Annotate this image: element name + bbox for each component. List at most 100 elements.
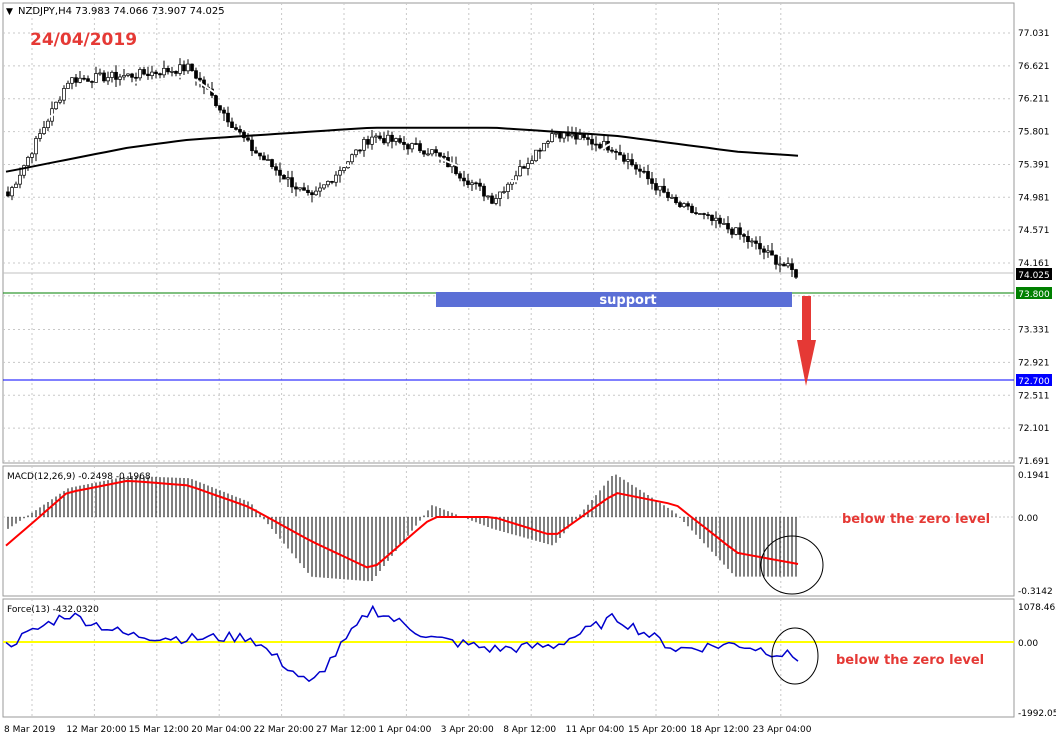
candle-body xyxy=(678,202,682,207)
candle-body xyxy=(774,254,778,265)
candle-body xyxy=(474,182,478,185)
candle-body xyxy=(626,159,630,162)
candle-body xyxy=(586,137,590,140)
candle-body xyxy=(226,112,230,123)
time-tick-label: 15 Mar 12:00 xyxy=(129,725,189,735)
candle-body xyxy=(366,139,370,145)
price-tick-label: 71.691 xyxy=(1018,457,1050,467)
candle-body xyxy=(94,73,98,83)
force-title: Force(13) -432.0320 xyxy=(7,605,99,615)
price-tick-label: 72.101 xyxy=(1018,424,1050,434)
time-tick-label: 8 Apr 12:00 xyxy=(503,725,556,735)
candle-body xyxy=(262,155,266,161)
symbol-info: NZDJPY,H4 73.983 74.066 73.907 74.025 xyxy=(18,6,225,17)
candle-body xyxy=(18,174,22,185)
candle-body xyxy=(466,180,470,185)
candle-body xyxy=(742,234,746,237)
price-tick-label: 74.571 xyxy=(1018,226,1050,236)
candle-body xyxy=(46,120,50,128)
candle-body xyxy=(506,183,510,192)
time-axis: 8 Mar 2019 12 Mar 20:00 15 Mar 12:00 20 Mar… xyxy=(4,725,812,735)
candle-body xyxy=(530,160,534,164)
candle-body xyxy=(98,72,102,75)
candle-body xyxy=(242,131,246,139)
candle-body xyxy=(686,203,690,207)
candle-body xyxy=(458,173,462,179)
candle-body xyxy=(534,149,538,162)
candle-body xyxy=(522,166,526,169)
candle-body xyxy=(706,214,710,216)
time-tick-label: 15 Apr 20:00 xyxy=(628,725,687,735)
candle-body xyxy=(478,182,482,187)
price-tick-label: 75.391 xyxy=(1018,160,1050,170)
candle-body xyxy=(234,127,238,130)
candle-body xyxy=(190,63,194,72)
candle-body xyxy=(278,169,282,176)
candle-body xyxy=(386,134,390,144)
candle-body xyxy=(722,223,726,225)
candle-body xyxy=(330,181,334,183)
price-tick-label: 73.331 xyxy=(1018,326,1050,336)
candle-body xyxy=(490,195,494,204)
candle-body xyxy=(154,71,158,75)
candle-body xyxy=(598,143,602,149)
candle-body xyxy=(410,143,414,150)
candle-body xyxy=(494,198,498,204)
candle-body xyxy=(354,149,358,156)
time-tick-label: 8 Mar 2019 xyxy=(4,725,56,735)
candle-body xyxy=(374,135,378,138)
candle-body xyxy=(382,138,386,144)
dropdown-icon[interactable]: ▼ xyxy=(6,7,13,17)
candle-body xyxy=(614,150,618,153)
candle-body xyxy=(26,157,30,167)
current-price-label: 74.025 xyxy=(1018,271,1050,281)
time-tick-label: 27 Mar 12:00 xyxy=(316,725,376,735)
force-panel[interactable] xyxy=(2,598,1015,718)
candle-body xyxy=(286,177,290,180)
candle-body xyxy=(574,133,578,140)
time-tick-label: 23 Apr 04:00 xyxy=(753,725,812,735)
candle-body xyxy=(230,121,234,128)
candle-body xyxy=(342,167,346,171)
candle-body xyxy=(558,132,562,139)
candle-body xyxy=(254,150,258,154)
candle-body xyxy=(58,99,62,103)
candle-body xyxy=(158,73,162,76)
candle-body xyxy=(174,70,178,74)
candle-body xyxy=(590,139,594,145)
candle-body xyxy=(622,154,626,162)
candle-body xyxy=(778,263,782,266)
force-tick-zero: 0.00 xyxy=(1018,639,1038,649)
candle-body xyxy=(470,182,474,185)
target-price-label: 72.700 xyxy=(1018,377,1050,387)
candle-body xyxy=(394,138,398,142)
price-panel[interactable] xyxy=(2,2,1015,464)
candle-body xyxy=(290,177,294,188)
date-label: 24/04/2019 xyxy=(30,30,137,50)
candle-body xyxy=(610,149,614,152)
candle-body xyxy=(442,155,446,158)
candle-body xyxy=(218,105,222,111)
time-tick-label: 22 Mar 20:00 xyxy=(254,725,314,735)
candle-body xyxy=(734,227,738,235)
candle-body xyxy=(74,77,78,83)
candle-body xyxy=(266,159,270,161)
candle-body xyxy=(674,196,678,204)
time-tick-label: 12 Mar 20:00 xyxy=(66,725,126,735)
candle-body xyxy=(782,263,786,267)
candle-body xyxy=(634,164,638,170)
candle-body xyxy=(322,184,326,189)
candle-body xyxy=(402,141,406,145)
candle-body xyxy=(334,174,338,183)
candle-body xyxy=(238,129,242,133)
candle-body xyxy=(698,213,702,215)
candle-body xyxy=(694,212,698,214)
force-annotation: below the zero level xyxy=(836,653,984,668)
candle-body xyxy=(282,175,286,180)
candle-body xyxy=(274,166,278,171)
force-highlight-circle xyxy=(771,627,819,685)
candle-body xyxy=(554,132,558,135)
candle-body xyxy=(422,150,426,155)
force-index-line xyxy=(5,604,799,683)
